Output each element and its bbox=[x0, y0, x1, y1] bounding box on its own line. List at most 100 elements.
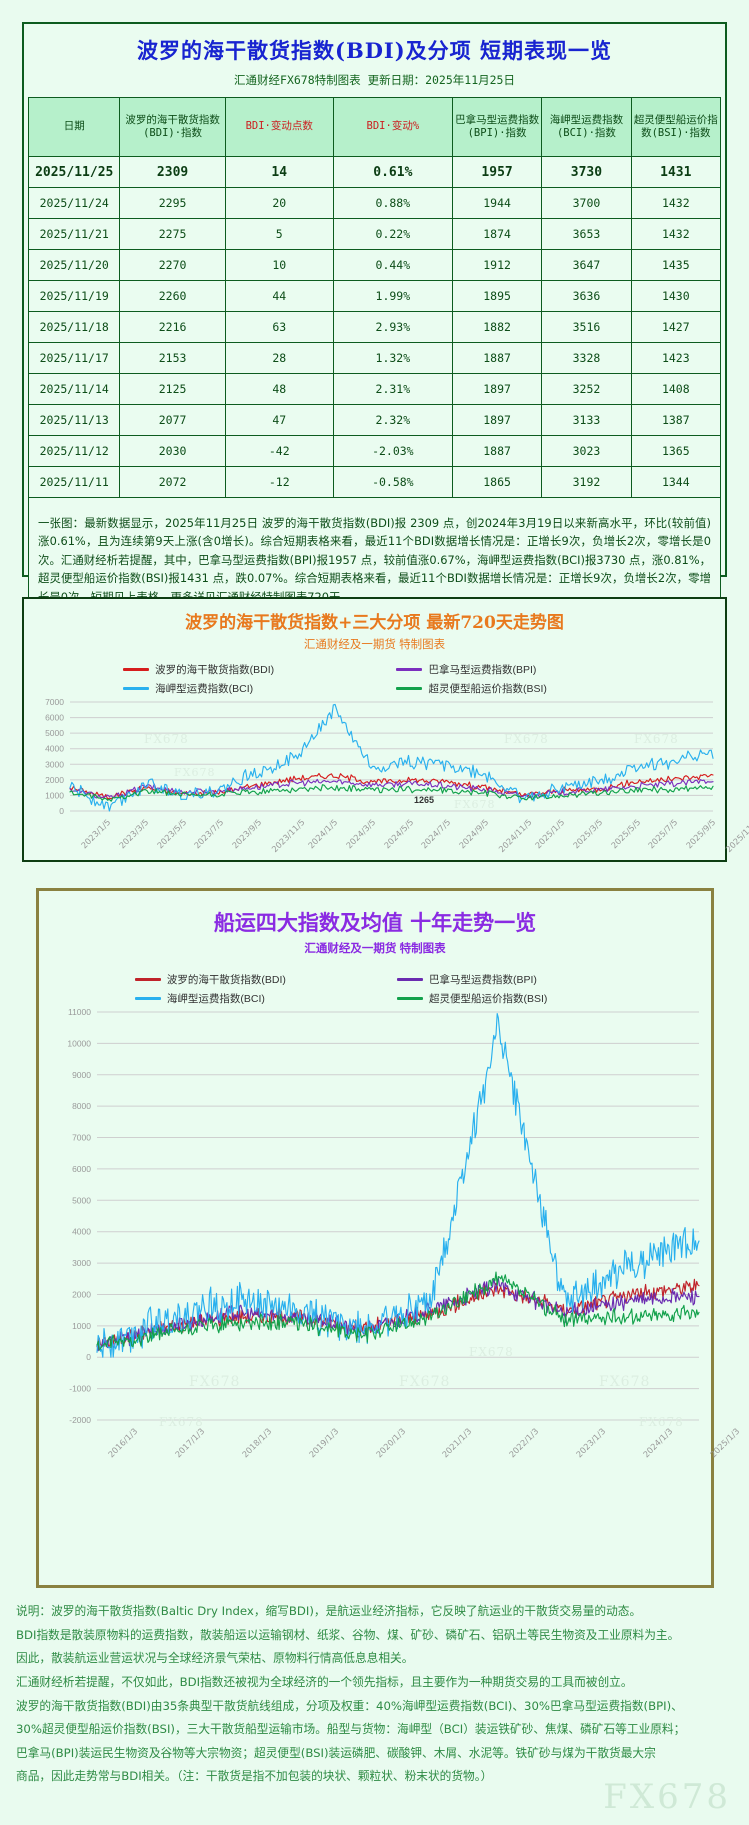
table-row: 2025/11/25 2309 14 0.61% 1957 3730 1431 bbox=[27, 156, 722, 188]
legend-label-bpi: 巴拿马型运费指数(BPI) bbox=[428, 664, 537, 676]
cell-bci: 3636 bbox=[541, 280, 632, 312]
legend-swatch-bpi-10y bbox=[397, 978, 423, 981]
svg-text:9000: 9000 bbox=[72, 1070, 91, 1080]
footer-line-0: 说明：波罗的海干散货指数(Baltic Dry Index，缩写BDI)，是航运… bbox=[16, 1604, 642, 1618]
cell-bpi: 1957 bbox=[451, 156, 543, 188]
cell-bdi: 2309 bbox=[119, 156, 226, 188]
legend-item-bsi: 超灵便型船运价指数(BSI) bbox=[374, 679, 647, 698]
chart-10year-legend: 波罗的海干散货指数(BDI) 巴拿马型运费指数(BPI) 海岬型运费指数(BCI… bbox=[113, 970, 637, 1008]
cell-pct: 2.31% bbox=[332, 373, 453, 405]
brand-watermark: FX678 bbox=[603, 1777, 731, 1817]
cell-bpi: 1887 bbox=[451, 435, 543, 467]
legend-swatch-bsi-10y bbox=[397, 997, 423, 1000]
table-row: 2025/11/12 2030 -42 -2.03% 1887 3023 1365 bbox=[27, 435, 722, 467]
svg-text:5000: 5000 bbox=[45, 728, 64, 738]
legend-label-bpi-10y: 巴拿马型运费指数(BPI) bbox=[429, 974, 537, 986]
svg-text:6000: 6000 bbox=[45, 713, 64, 723]
legend-swatch-bsi bbox=[396, 687, 423, 690]
legend-swatch-bdi bbox=[123, 668, 150, 671]
cell-bdi: 2295 bbox=[119, 187, 226, 219]
cell-pct: -2.03% bbox=[332, 435, 453, 467]
chart-10year-title: 船运四大指数及均值 十年走势一览 bbox=[213, 910, 537, 935]
cell-date: 2025/11/14 bbox=[27, 373, 121, 405]
svg-text:FX678: FX678 bbox=[174, 766, 215, 779]
chart-720day-legend: 波罗的海干散货指数(BDI) 巴拿马型运费指数(BPI) 海岬型运费指数(BCI… bbox=[101, 660, 648, 698]
cell-chg: 5 bbox=[224, 218, 334, 250]
cell-date: 2025/11/19 bbox=[27, 280, 121, 312]
svg-text:FX678: FX678 bbox=[159, 1415, 204, 1429]
cell-bpi: 1912 bbox=[451, 249, 543, 281]
cell-chg: 28 bbox=[224, 342, 334, 374]
svg-text:FX678: FX678 bbox=[634, 732, 679, 746]
col-date: 日期 bbox=[27, 97, 121, 157]
legend-label-bsi: 超灵便型船运价指数(BSI) bbox=[428, 683, 547, 695]
legend-item-bpi: 巴拿马型运费指数(BPI) bbox=[374, 660, 647, 679]
x-axis-label: 2025/11/5 bbox=[723, 817, 749, 855]
cell-pct: 1.32% bbox=[332, 342, 453, 374]
svg-text:-1000: -1000 bbox=[69, 1384, 91, 1394]
legend-label-bdi-10y: 波罗的海干散货指数(BDI) bbox=[166, 974, 286, 986]
svg-text:7000: 7000 bbox=[45, 698, 64, 707]
cell-chg: -42 bbox=[224, 435, 334, 467]
svg-text:8000: 8000 bbox=[72, 1101, 91, 1111]
cell-date: 2025/11/11 bbox=[27, 466, 121, 498]
cell-date: 2025/11/20 bbox=[27, 249, 121, 281]
table-row: 2025/11/13 2077 47 2.32% 1897 3133 1387 bbox=[27, 404, 722, 436]
cell-bci: 3730 bbox=[541, 156, 632, 188]
cell-bci: 3133 bbox=[541, 404, 632, 436]
cell-pct: 0.61% bbox=[332, 156, 453, 188]
legend-label-bci-10y: 海岬型运费指数(BCI) bbox=[166, 993, 265, 1005]
bdi-table-panel: 波罗的海干散货指数(BDI)及分项 短期表现一览 汇通财经FX678特制图表 更… bbox=[22, 22, 727, 636]
svg-text:FX678: FX678 bbox=[639, 1415, 684, 1429]
footer-description: 说明：波罗的海干散货指数(Baltic Dry Index，缩写BDI)，是航运… bbox=[16, 1600, 734, 1789]
cell-bpi: 1882 bbox=[451, 311, 543, 343]
footer-line-5: 30%超灵便型船运价指数(BSI)，三大干散货船型运输市场。船型与货物：海岬型（… bbox=[16, 1722, 686, 1737]
legend-item-bsi-10y: 超灵便型船运价指数(BSI) bbox=[375, 989, 637, 1008]
cell-bci: 3516 bbox=[541, 311, 632, 343]
cell-date: 2025/11/18 bbox=[27, 311, 121, 343]
chart-720day-plot: 7000 6000 5000 4000 3000 2000 1000 0 FX678 FX678 F… bbox=[24, 698, 749, 873]
footer-line-7: 商品，因此走势常与BDI相关。（注：干散货是指不加包装的块状、颗粒状、粉末状的货… bbox=[16, 1769, 493, 1784]
chart-10year-plot: 11000 10000 9000 8000 7000 6000 5000 4000 3000 20… bbox=[39, 956, 741, 1516]
col-bdi-change-percent: BDI·变动% bbox=[332, 97, 453, 157]
cell-bci: 3192 bbox=[541, 466, 632, 498]
svg-text:4000: 4000 bbox=[72, 1227, 91, 1237]
cell-bpi: 1895 bbox=[451, 280, 543, 312]
footer-line-1: BDI指数是散装原物料的运费指数，散装船运以运输钢材、纸浆、谷物、煤、矿砂、磷矿… bbox=[16, 1627, 680, 1642]
cell-chg: 63 bbox=[224, 311, 334, 343]
svg-text:FX678: FX678 bbox=[504, 732, 549, 746]
cell-chg: 47 bbox=[224, 404, 334, 436]
cell-chg: 10 bbox=[224, 249, 334, 281]
cell-bsi: 1423 bbox=[630, 342, 722, 374]
legend-swatch-bpi bbox=[396, 668, 423, 671]
legend-item-bdi-10y: 波罗的海干散货指数(BDI) bbox=[113, 970, 375, 989]
svg-text:FX678: FX678 bbox=[144, 732, 189, 746]
cell-bsi: 1432 bbox=[630, 218, 722, 250]
svg-text:1000: 1000 bbox=[45, 790, 64, 800]
svg-text:11000: 11000 bbox=[68, 1007, 91, 1017]
cell-bci: 3647 bbox=[541, 249, 632, 281]
cell-pct: 2.93% bbox=[332, 311, 453, 343]
table-row: 2025/11/14 2125 48 2.31% 1897 3252 1408 bbox=[27, 373, 722, 405]
table-header-row: 日期 波罗的海干散货指数(BDI)·指数 BDI·变动点数 BDI·变动% 巴拿… bbox=[27, 97, 722, 157]
page-title: 波罗的海干散货指数(BDI)及分项 短期表现一览 bbox=[137, 38, 612, 63]
cell-bdi: 2030 bbox=[119, 435, 226, 467]
chart-10year-subtitle: 汇通财经及一期货 特制图表 bbox=[304, 943, 446, 955]
cell-bdi: 2270 bbox=[119, 249, 226, 281]
table-row: 2025/11/17 2153 28 1.32% 1887 3328 1423 bbox=[27, 342, 722, 374]
legend-label-bci: 海岬型运费指数(BCI) bbox=[155, 683, 254, 695]
table-subtitle: 汇通财经FX678特制图表 更新日期：2025年11月25日 bbox=[234, 73, 515, 87]
cell-pct: -0.58% bbox=[332, 466, 453, 498]
cell-pct: 2.32% bbox=[332, 404, 453, 436]
cell-bci: 3252 bbox=[541, 373, 632, 405]
cell-bdi: 2153 bbox=[119, 342, 226, 374]
chart-720day-subtitle: 汇通财经及一期货 特制图表 bbox=[303, 639, 446, 651]
svg-text:FX678: FX678 bbox=[454, 798, 495, 811]
cell-pct: 1.99% bbox=[332, 280, 453, 312]
legend-item-bci: 海岬型运费指数(BCI) bbox=[101, 679, 374, 698]
cell-pct: 0.88% bbox=[332, 187, 453, 219]
col-bsi: 超灵便型船运价指数(BSI)·指数 bbox=[630, 97, 722, 157]
svg-text:5000: 5000 bbox=[72, 1195, 91, 1205]
cell-chg: 20 bbox=[224, 187, 334, 219]
svg-text:FX678: FX678 bbox=[469, 1345, 514, 1359]
